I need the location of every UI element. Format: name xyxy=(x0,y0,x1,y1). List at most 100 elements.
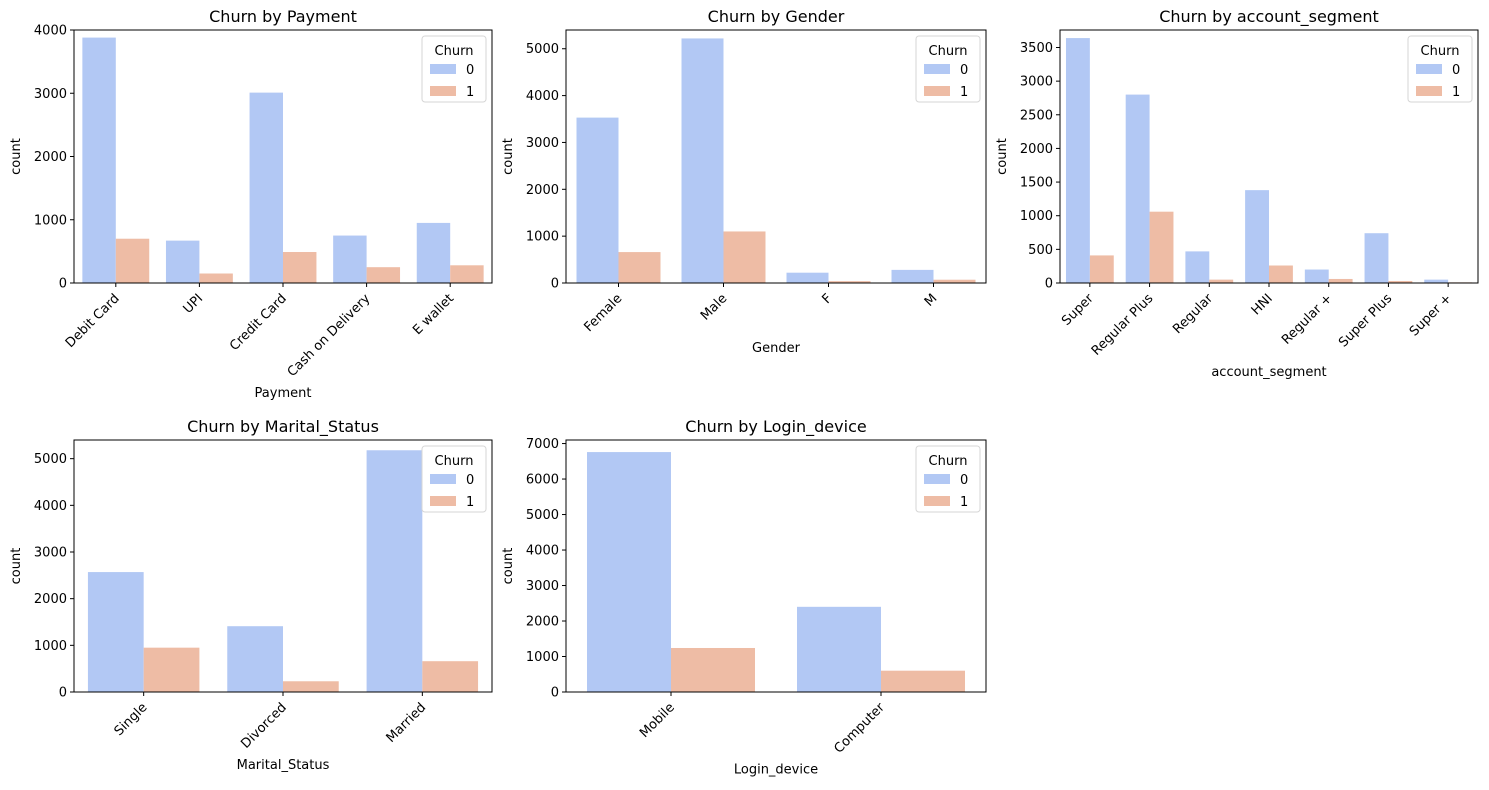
bar-married-churn-0 xyxy=(366,450,423,692)
bar-computer-churn-1 xyxy=(881,670,965,692)
chart-title: Churn by account_segment xyxy=(1159,7,1379,27)
y-tick-label: 0 xyxy=(551,277,559,292)
x-tick-label: Regular + xyxy=(1279,291,1335,347)
y-axis-label: count xyxy=(9,548,24,585)
legend-swatch-0 xyxy=(430,474,456,484)
bar-female-churn-0 xyxy=(576,117,619,283)
x-tick-label: Divorced xyxy=(238,700,289,751)
bar-f-churn-1 xyxy=(828,281,871,283)
y-tick-label: 4000 xyxy=(526,544,559,559)
bar-debit-card-churn-0 xyxy=(82,37,116,284)
bar-regular--churn-0 xyxy=(1304,269,1329,283)
y-tick-label: 1000 xyxy=(1020,209,1053,224)
y-tick-label: 4000 xyxy=(34,24,67,39)
bar-mobile-churn-1 xyxy=(671,647,755,692)
subplot-3: 0500100015002000250030003500SuperRegular… xyxy=(995,7,1479,380)
bar-hni-churn-0 xyxy=(1245,190,1269,283)
legend-label-1: 1 xyxy=(466,495,474,510)
x-tick-label: Female xyxy=(581,291,625,335)
legend-label-0: 0 xyxy=(466,63,474,78)
bar-regular-plus-churn-1 xyxy=(1149,211,1174,283)
x-tick-label: Cash on Delivery xyxy=(285,291,374,380)
y-tick-label: 2000 xyxy=(526,183,559,198)
axes-frame xyxy=(565,29,987,284)
y-tick-label: 2000 xyxy=(1020,142,1053,157)
bar-m-churn-1 xyxy=(933,279,976,283)
x-tick-label: Regular Plus xyxy=(1089,291,1157,359)
y-tick-label: 1000 xyxy=(34,213,67,228)
y-tick-label: 3000 xyxy=(1020,75,1053,90)
y-tick-label: 6000 xyxy=(526,473,559,488)
bar-e-wallet-churn-1 xyxy=(450,265,484,283)
chart-title: Churn by Gender xyxy=(708,7,845,26)
bar-regular-plus-churn-0 xyxy=(1125,94,1150,283)
bar-single-churn-1 xyxy=(143,647,200,692)
x-tick-label: Super + xyxy=(1407,291,1455,339)
x-tick-label: Credit Card xyxy=(227,291,290,354)
y-axis-label: count xyxy=(501,138,516,175)
chart-title: Churn by Payment xyxy=(209,7,357,26)
bar-married-churn-1 xyxy=(422,661,479,692)
legend-swatch-1 xyxy=(430,496,456,506)
bar-male-churn-0 xyxy=(681,38,724,284)
y-tick-label: 0 xyxy=(59,277,67,292)
x-tick-label: Regular xyxy=(1170,291,1216,337)
chart-title: Churn by Marital_Status xyxy=(187,417,379,437)
legend-label-1: 1 xyxy=(1452,85,1460,100)
y-tick-label: 2500 xyxy=(1020,108,1053,123)
bar-regular-churn-0 xyxy=(1185,251,1210,284)
legend: Churn 0 1 xyxy=(421,445,487,513)
y-tick-label: 3000 xyxy=(526,579,559,594)
bar-super-churn-0 xyxy=(1065,38,1090,283)
legend-swatch-0 xyxy=(924,64,950,74)
bar-upi-churn-1 xyxy=(199,273,233,283)
y-tick-label: 500 xyxy=(1028,243,1053,258)
y-tick-label: 0 xyxy=(1045,277,1053,292)
bar-divorced-churn-0 xyxy=(227,626,283,692)
legend-label-1: 1 xyxy=(960,495,968,510)
x-tick-label: Super xyxy=(1059,291,1097,329)
x-axis-label: account_segment xyxy=(1211,365,1326,380)
legend-label-1: 1 xyxy=(960,85,968,100)
y-tick-label: 3000 xyxy=(526,136,559,151)
legend-swatch-1 xyxy=(1416,86,1442,96)
y-tick-label: 0 xyxy=(59,686,67,701)
legend-swatch-0 xyxy=(1416,64,1442,74)
legend-swatch-1 xyxy=(430,86,456,96)
bar-divorced-churn-1 xyxy=(283,681,339,692)
x-tick-label: E wallet xyxy=(410,291,457,338)
bar-mobile-churn-0 xyxy=(587,452,671,692)
legend-label-0: 0 xyxy=(960,473,968,488)
subplot-1: 0 1000 2000 3000 4000 Debit Card UPI Credit Car… xyxy=(9,7,493,401)
bar-regular--churn-1 xyxy=(1328,278,1353,283)
bar-computer-churn-0 xyxy=(797,606,881,692)
bar-super-plus-churn-1 xyxy=(1388,280,1413,283)
y-tick-label: 3500 xyxy=(1020,41,1053,56)
x-tick-label: UPI xyxy=(181,291,207,317)
chart-title: Churn by Login_device xyxy=(685,417,866,437)
x-axis-label: Gender xyxy=(752,341,801,356)
y-tick-label: 5000 xyxy=(34,452,67,467)
bar-cash-on-delivery-churn-1 xyxy=(366,267,401,283)
y-tick-label: 3000 xyxy=(34,87,67,102)
y-tick-label: 2000 xyxy=(526,615,559,630)
legend-label-0: 0 xyxy=(466,473,474,488)
subplot-2: 0 1000 2000 3000 4000 5000 Female Male F M Gender c… xyxy=(501,7,987,356)
y-tick-label: 2000 xyxy=(34,592,67,607)
y-tick-label: 1500 xyxy=(1020,176,1053,191)
y-tick-label: 5000 xyxy=(526,42,559,57)
y-axis-label: count xyxy=(9,138,24,175)
y-tick-label: 1000 xyxy=(526,650,559,665)
legend-title: Churn xyxy=(435,44,474,59)
bar-m-churn-0 xyxy=(891,269,934,283)
y-tick-label: 0 xyxy=(551,686,559,701)
legend: Churn 0 1 xyxy=(1407,35,1473,103)
y-tick-label: 2000 xyxy=(34,150,67,165)
x-tick-label: Male xyxy=(698,291,730,323)
x-tick-label: Single xyxy=(112,700,151,739)
legend-title: Churn xyxy=(929,454,968,469)
x-tick-label: Debit Card xyxy=(63,291,123,351)
bar-cash-on-delivery-churn-0 xyxy=(333,235,367,283)
subplot-5: 0 1000 2000 3000 4000 5000 6000 7000 Mobile Compu… xyxy=(501,417,987,778)
x-tick-label: Mobile xyxy=(637,700,678,741)
